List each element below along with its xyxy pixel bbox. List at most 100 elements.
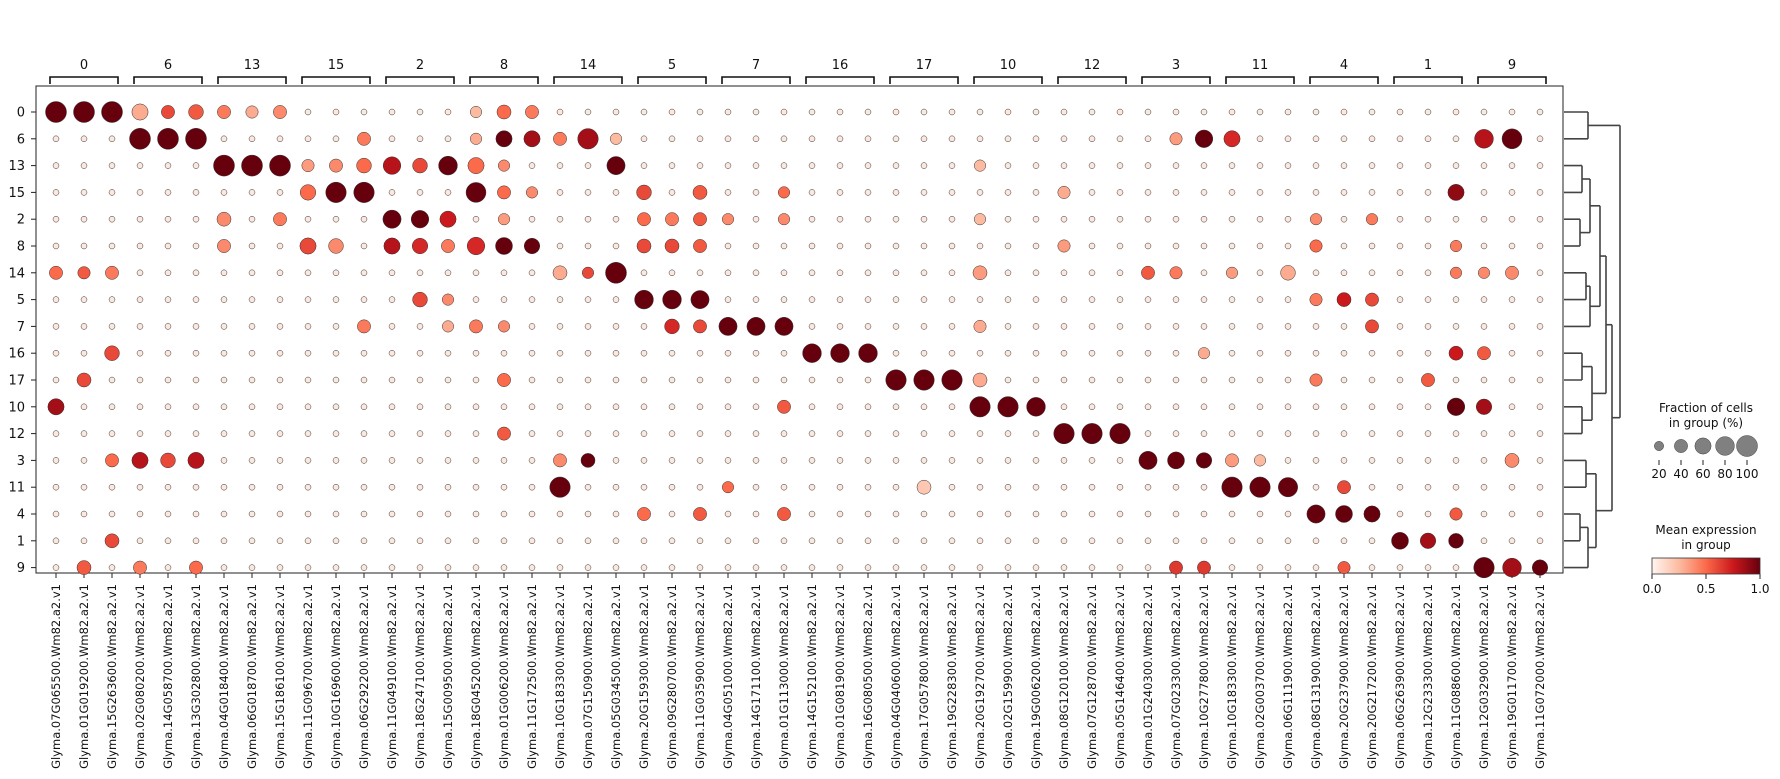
dot-5-51 [1480,296,1488,303]
gene-label: Glyma.06G263900.Wm82.a2.v1 [1393,584,1407,769]
dot-14-23 [696,269,704,277]
dot-13-20 [606,156,626,175]
dot-15-31 [920,189,928,196]
dot-12-30 [892,430,900,437]
dot-10-44 [1284,403,1292,411]
dot-0-32 [948,108,956,116]
dot-3-17 [528,457,536,464]
dot-16-36 [1060,349,1068,357]
dot-15-32 [948,189,956,196]
dot-2-3 [136,215,144,223]
dot-14-13 [416,269,424,277]
dot-6-44 [1284,135,1292,143]
dot-12-19 [584,430,592,437]
dot-10-12 [388,403,396,411]
gene-label: Glyma.12G233300.Wm82.a2.v1 [1421,584,1435,769]
dot-3-27 [808,457,816,464]
dot-1-22 [668,537,676,545]
dot-0-19 [584,108,592,116]
dot-4-25 [752,510,760,518]
dot-2-7 [248,215,256,223]
dot-7-18 [556,323,564,330]
dot-8-40 [1172,242,1180,250]
dot-2-48 [1396,215,1404,223]
dot-1-13 [416,537,424,545]
dot-7-34 [1004,323,1012,330]
dot-4-49 [1424,510,1432,518]
dot-6-32 [948,135,956,143]
bracket-label: 4 [1340,58,1348,73]
dot-0-42 [1228,108,1236,116]
dot-9-12 [388,564,396,571]
dot-7-53 [1536,323,1544,330]
dot-16-31 [920,349,928,357]
dot-8-27 [808,242,816,250]
dot-5-4 [164,296,172,303]
y-axis-tick-labels: 0 6 13 15 2 8 14 5 7 16 17 10 12 3 11 4 1 9 [8,106,36,576]
dot-13-27 [808,162,816,169]
dot-15-17 [526,186,538,199]
dot-8-32 [948,242,956,250]
dot-15-52 [1508,189,1516,196]
dot-9-9 [304,564,312,571]
dot-9-32 [948,564,956,571]
gene-label: Glyma.15G186100.Wm82.a2.v1 [273,584,287,769]
dot-0-35 [1032,108,1040,116]
dot-4-35 [1032,510,1040,518]
ytick-label: 12 [8,427,25,442]
ytick-label: 14 [8,266,25,281]
dot-7-42 [1228,323,1236,330]
bracket [1057,76,1127,84]
dot-1-18 [556,537,564,545]
dot-6-51 [1474,129,1494,149]
dot-7-43 [1256,323,1264,330]
dot-2-33 [974,213,986,226]
dot-14-2 [105,265,119,280]
dot-12-37 [1081,423,1103,445]
dot-17-40 [1172,376,1180,384]
dot-11-38 [1116,483,1124,491]
dot-16-23 [696,349,704,357]
dot-14-24 [724,269,732,277]
dot-11-46 [1337,480,1351,495]
dot-3-29 [864,457,872,464]
dot-12-47 [1368,430,1376,437]
gene-label: Glyma.10G183300.Wm82.a2.v1 [553,584,567,769]
dot-9-36 [1060,564,1068,571]
dot-13-18 [556,162,564,169]
dot-17-45 [1309,373,1323,387]
dot-15-33 [976,189,984,196]
dot-10-3 [136,403,144,411]
ytick-label: 13 [8,159,25,174]
bracket-label: 11 [1252,58,1269,73]
gene-label: Glyma.01G113000.Wm82.a2.v1 [777,584,791,769]
dot-12-28 [836,430,844,437]
dot-10-6 [220,403,228,411]
dot-6-19 [577,128,599,150]
dot-0-36 [1060,108,1068,116]
dot-2-16 [498,213,510,226]
ytick-label: 1 [17,534,25,549]
dot-17-18 [556,376,564,384]
dot-0-3 [131,103,149,121]
dot-3-7 [248,457,256,464]
dot-0-12 [388,108,396,116]
dot-13-23 [696,162,704,169]
gene-label: Glyma.01G081900.Wm82.a2.v1 [833,584,847,769]
dot-14-45 [1312,269,1320,277]
dot-11-22 [668,483,676,491]
dot-2-10 [332,215,340,223]
dot-9-15 [472,564,480,571]
dot-4-9 [304,510,312,518]
dot-10-26 [777,399,791,414]
dot-10-7 [248,403,256,411]
dot-9-46 [1337,561,1351,575]
dot-8-19 [584,242,592,250]
gene-label: Glyma.11G049100.Wm82.a2.v1 [385,584,399,769]
dot-9-30 [892,564,900,571]
gene-label: Glyma.05G146400.Wm82.a2.v1 [1113,584,1127,769]
dot-4-45 [1306,504,1326,524]
bracket-label: 15 [328,58,345,73]
dot-4-6 [220,510,228,518]
